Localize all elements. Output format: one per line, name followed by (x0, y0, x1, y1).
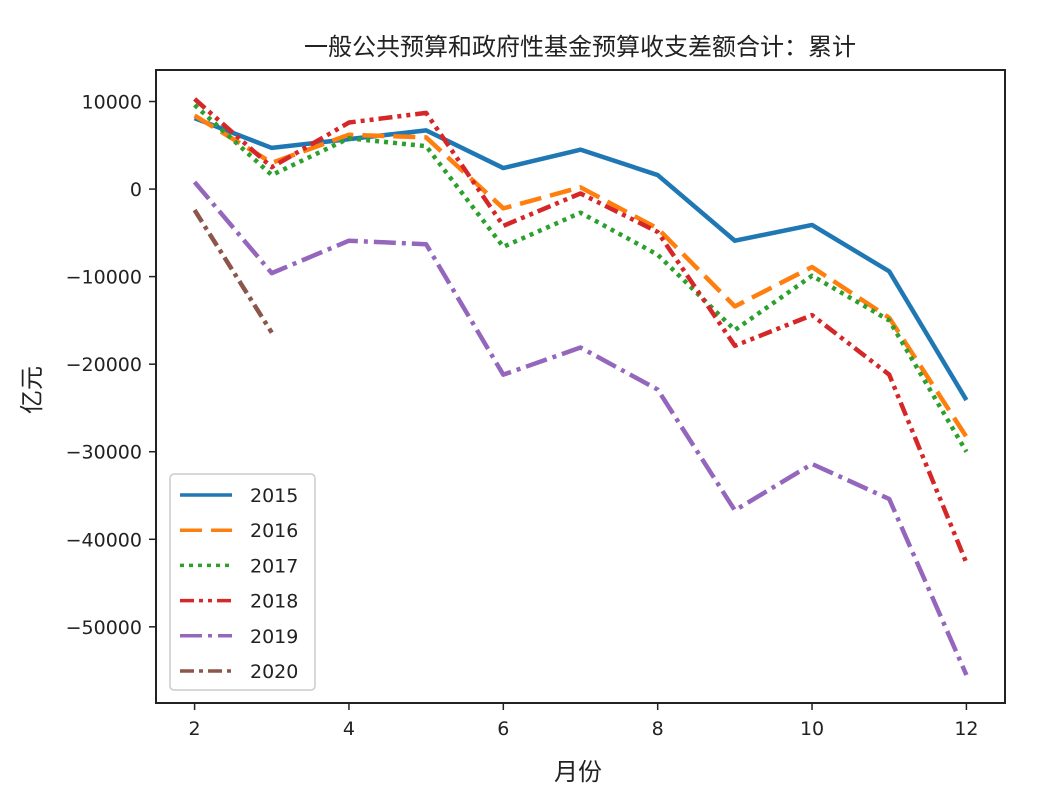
legend-label: 2017 (250, 555, 298, 577)
x-tick-label: 12 (954, 718, 978, 740)
y-axis-label: 亿元 (18, 366, 46, 414)
plot-frame (155, 69, 1006, 704)
series-line-2016 (193, 113, 969, 439)
series-line-2019 (192, 180, 969, 676)
chart-title: 一般公共预算和政府性基金预算收支差额合计：累计 (304, 33, 856, 61)
series-line-2020 (192, 208, 274, 334)
legend-label: 2016 (250, 520, 298, 542)
y-tick-label: −50000 (66, 617, 142, 639)
y-tick-label: 10000 (82, 92, 142, 114)
legend-label: 2015 (250, 485, 298, 507)
x-tick-label: 2 (189, 718, 201, 740)
y-tick-label: −40000 (66, 529, 142, 551)
legend-label: 2020 (250, 661, 298, 683)
series-line-2018 (193, 97, 969, 564)
x-tick-label: 10 (800, 718, 824, 740)
y-tick-label: −30000 (66, 442, 142, 464)
legend-label: 2019 (250, 626, 298, 648)
series-line-2017 (193, 103, 969, 453)
legend: 2015 2016 2017 2018 2019 2020 (169, 473, 316, 691)
y-tick-label: 0 (130, 179, 142, 201)
x-tick-label: 4 (343, 718, 355, 740)
y-tick-label: −10000 (66, 267, 142, 289)
x-tick-label: 8 (652, 718, 664, 740)
y-tick-label: −20000 (66, 354, 142, 376)
x-tick-label: 6 (497, 718, 509, 740)
x-axis-label: 月份 (554, 758, 602, 786)
legend-box (169, 473, 316, 691)
legend-label: 2018 (250, 591, 298, 613)
